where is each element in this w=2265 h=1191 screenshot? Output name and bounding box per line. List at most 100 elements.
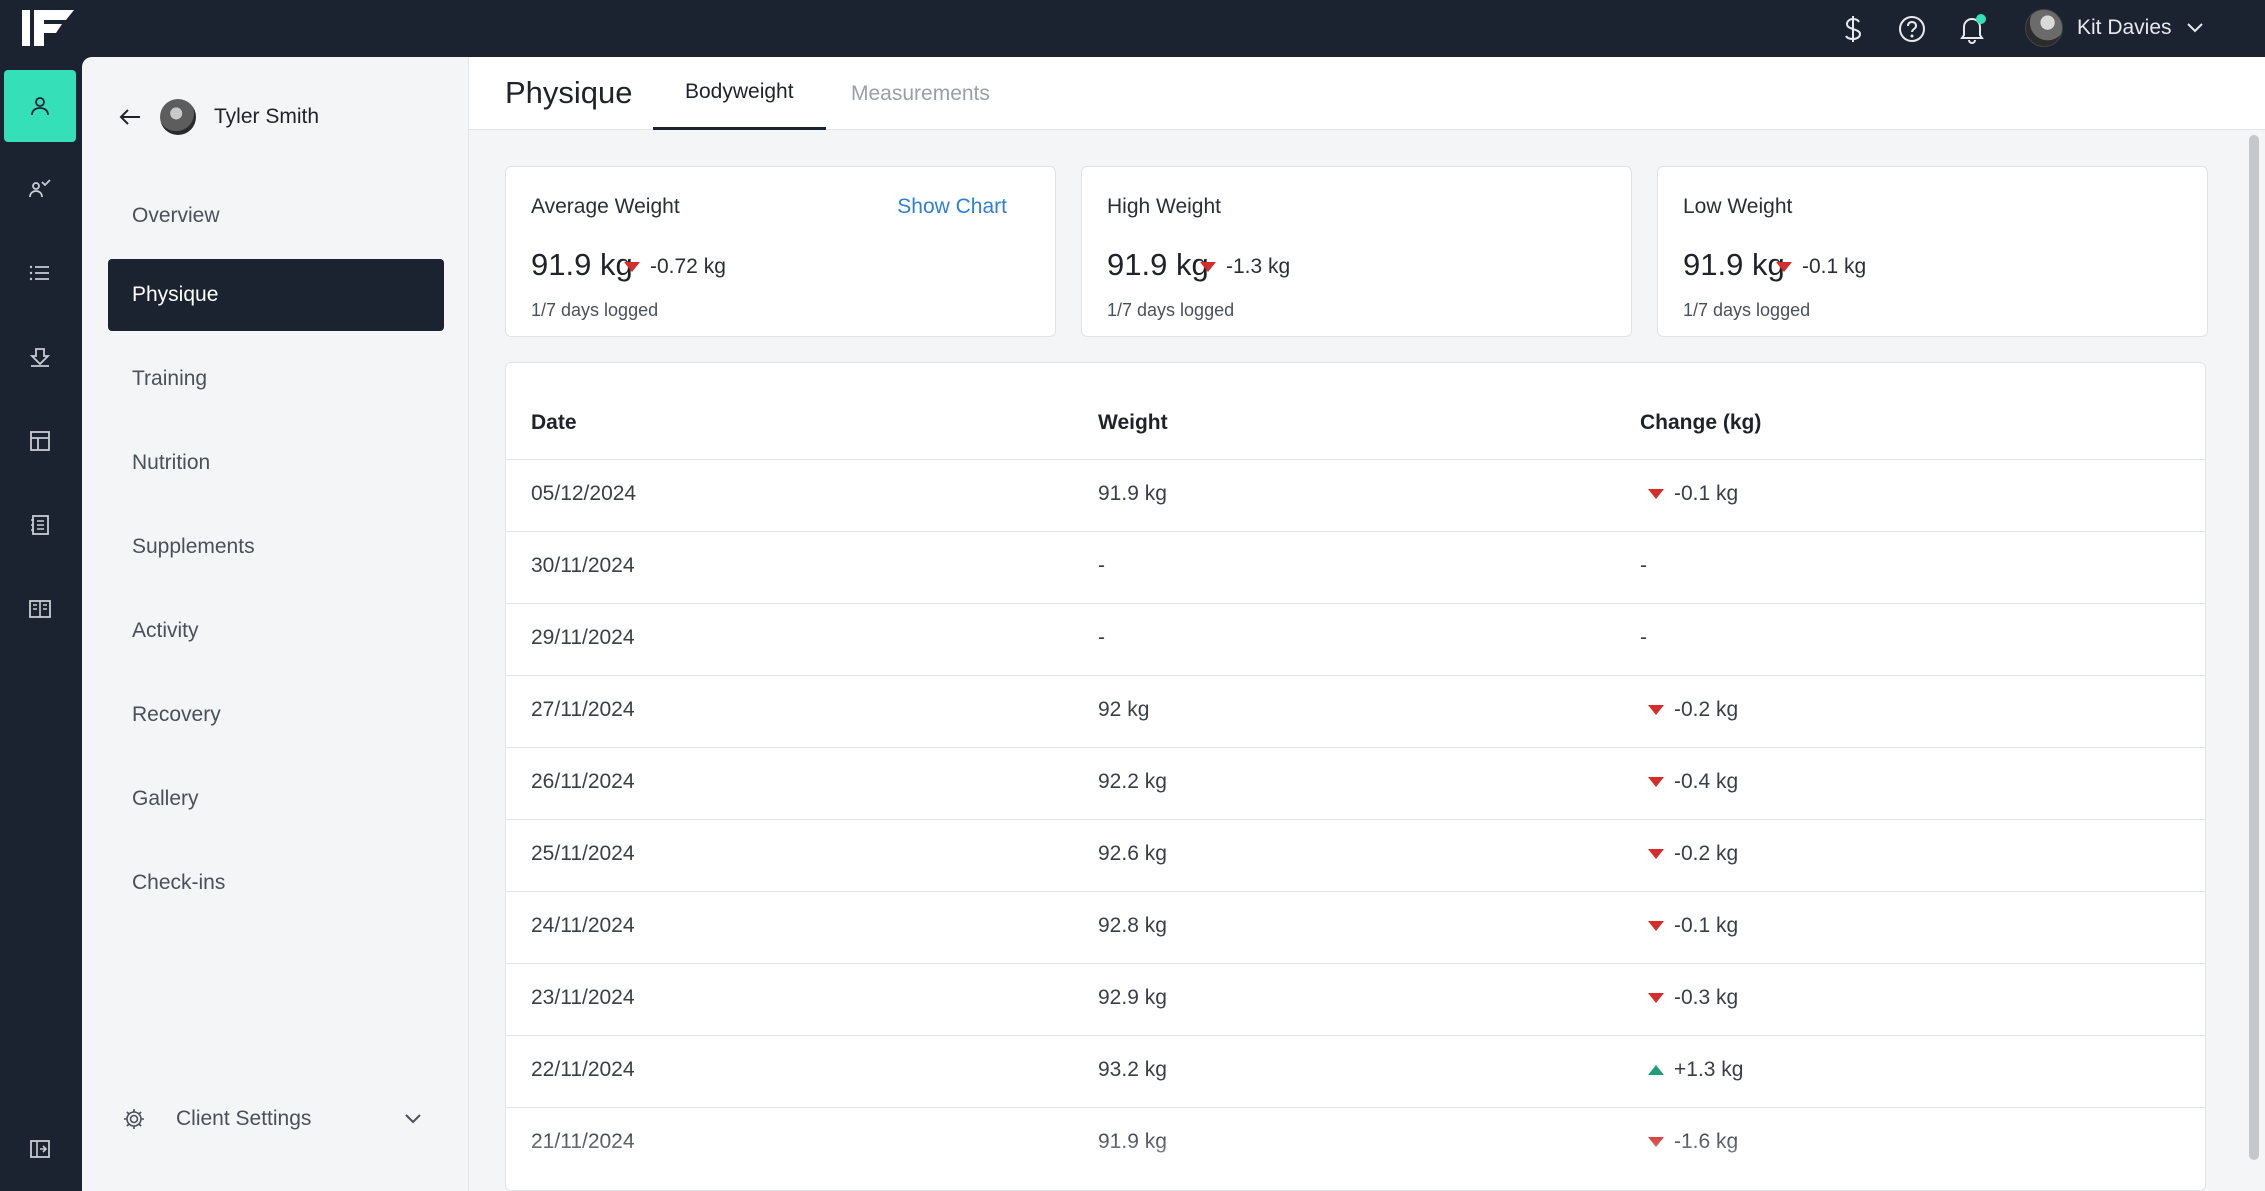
layout-icon [30,431,50,451]
cell-weight: 92.6 kg [1098,842,1167,865]
chevron-down-icon [405,1114,421,1124]
table-row[interactable]: 05/12/2024 91.9 kg -0.1 kg [506,459,2205,531]
list-icon [29,265,49,281]
back-arrow-icon[interactable] [118,107,142,127]
column-header-weight[interactable]: Weight [1098,411,1168,434]
nav-item-check-ins[interactable]: Check-ins [132,871,226,894]
rail-teams-button[interactable] [4,153,76,225]
cell-weight: 92 kg [1098,698,1150,721]
show-chart-link[interactable]: Show Chart [897,195,1007,218]
cell-change: -0.2 kg [1648,698,1738,722]
column-header-date[interactable]: Date [531,411,577,434]
cell-date: 22/11/2024 [531,1058,635,1081]
book-icon [29,600,51,618]
cell-date: 24/11/2024 [531,914,635,937]
rail-collapse-button[interactable] [4,1113,76,1185]
rail-notes-button[interactable] [4,489,76,561]
user-icon [31,97,49,116]
page-title: Physique [505,75,633,110]
card-days-logged: 1/7 days logged [531,300,659,320]
client-settings-toggle[interactable]: Client Settings [122,1097,422,1141]
nav-item-recovery[interactable]: Recovery [132,703,221,726]
notes-icon [31,515,49,535]
change-value: -0.2 kg [1674,698,1739,721]
rail-clients-button[interactable] [4,70,76,142]
clients-icon [29,179,51,198]
nav-item-supplements[interactable]: Supplements [132,535,255,558]
user-avatar [2025,9,2063,47]
card-value: 91.9 kg [1683,247,1785,282]
cell-date: 05/12/2024 [531,482,637,505]
nav-item-activity[interactable]: Activity [132,619,199,642]
top-bar: Kit Davies [0,0,2265,57]
nav-item-overview[interactable]: Overview [132,204,220,227]
rail-library-button[interactable] [4,573,76,645]
dollar-icon[interactable] [1836,12,1870,46]
down-arrow-icon [1776,262,1792,272]
card-label: Low Weight [1683,195,1793,218]
cell-weight: 92.9 kg [1098,986,1167,1009]
cell-weight: - [1098,626,1105,649]
down-arrow-icon [1648,921,1664,931]
card-value: 91.9 kg [1107,247,1209,282]
cell-date: 23/11/2024 [531,986,635,1009]
bell-icon[interactable] [1955,12,1989,46]
app-logo[interactable] [22,6,74,46]
table-row[interactable]: 27/11/2024 92 kg -0.2 kg [506,675,2205,747]
rail-programs-button[interactable] [4,237,76,309]
table-row[interactable]: 23/11/2024 92.9 kg -0.3 kg [506,963,2205,1035]
card-days-logged: 1/7 days logged [1683,300,1811,320]
cell-change: - [1640,554,1647,578]
upload-icon [29,348,51,367]
nav-item-gallery[interactable]: Gallery [132,787,199,810]
rail-templates-button[interactable] [4,405,76,477]
nav-item-physique[interactable]: Physique [108,259,444,331]
rail-uploads-button[interactable] [4,321,76,393]
notification-dot [1976,14,1986,24]
change-value: - [1640,626,1647,649]
cell-change: -0.1 kg [1648,482,1738,506]
down-arrow-icon [1648,705,1664,715]
table-row[interactable]: 25/11/2024 92.6 kg -0.2 kg [506,819,2205,891]
user-menu[interactable]: Kit Davies [2025,8,2204,48]
cell-change: - [1640,626,1647,650]
scroll-fade [506,1130,2205,1190]
cell-date: 25/11/2024 [531,842,635,865]
cell-date: 29/11/2024 [531,626,635,649]
cell-date: 27/11/2024 [531,698,635,721]
change-value: -0.1 kg [1674,914,1739,937]
table-row[interactable]: 30/11/2024 - - [506,531,2205,603]
vertical-scrollbar[interactable] [2249,135,2259,1160]
user-name: Kit Davies [2077,16,2172,39]
icon-rail [0,57,82,1191]
down-arrow-icon [1648,777,1664,787]
change-value: -0.1 kg [1674,482,1739,505]
down-arrow-icon [1648,993,1664,1003]
client-nav-panel: Tyler Smith Overview Physique Training N… [82,57,469,1191]
nav-item-nutrition[interactable]: Nutrition [132,451,211,474]
card-delta: -1.3 kg [1200,255,1290,279]
cell-change: -0.2 kg [1648,842,1738,866]
cell-date: 30/11/2024 [531,554,635,577]
client-settings-label: Client Settings [176,1107,312,1130]
card-label: Average Weight [531,195,680,218]
nav-item-training[interactable]: Training [132,367,208,390]
tab-measurements[interactable]: Measurements [851,81,990,105]
table-row[interactable]: 24/11/2024 92.8 kg -0.1 kg [506,891,2205,963]
card-value: 91.9 kg [531,247,633,282]
cell-weight: 92.2 kg [1098,770,1167,793]
client-name: Tyler Smith [214,105,320,128]
help-icon[interactable] [1895,12,1929,46]
table-row[interactable]: 29/11/2024 - - [506,603,2205,675]
change-value: - [1640,554,1647,577]
card-delta: -0.1 kg [1776,255,1866,279]
page-header: Physique Bodyweight Measurements [469,57,2265,130]
high-weight-card: High Weight 91.9 kg -1.3 kg 1/7 days log… [1081,166,1632,337]
table-row[interactable]: 26/11/2024 92.2 kg -0.4 kg [506,747,2205,819]
table-row[interactable]: 22/11/2024 93.2 kg +1.3 kg [506,1035,2205,1107]
client-header: Tyler Smith [118,97,319,137]
cell-change: -0.4 kg [1648,770,1738,794]
column-header-change[interactable]: Change (kg) [1640,411,1762,434]
tab-bodyweight[interactable]: Bodyweight [653,57,826,130]
down-arrow-icon [1648,489,1664,499]
